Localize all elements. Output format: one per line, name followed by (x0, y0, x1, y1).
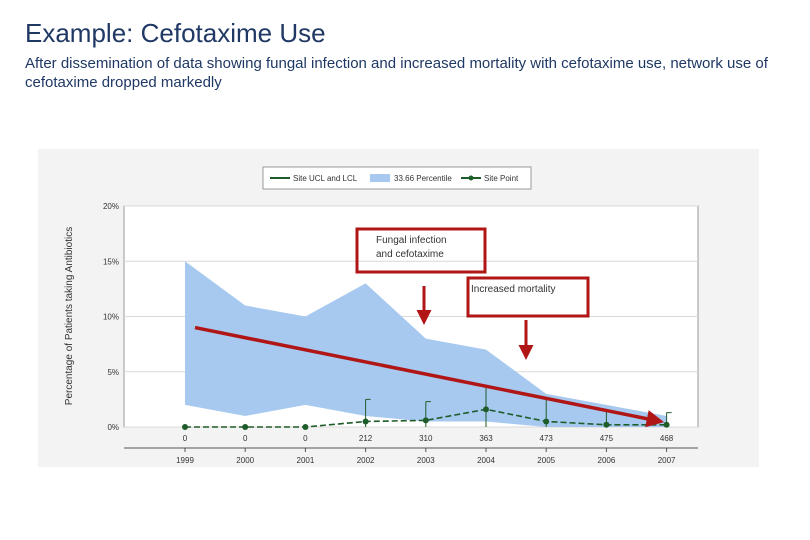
y-tick-label: 10% (103, 313, 119, 322)
site-point-marker (483, 406, 489, 413)
y-axis-label: Percentage of Patients taking Antibiotic… (64, 227, 75, 405)
n-label: 0 (303, 434, 308, 443)
site-point-marker (603, 421, 610, 428)
legend-swatch-band (370, 174, 390, 182)
n-label: 212 (359, 434, 373, 443)
legend-label: Site Point (484, 174, 519, 183)
y-tick-label: 5% (107, 368, 119, 377)
x-tick-label: 2006 (598, 456, 616, 465)
annotation-text: Increased mortality (471, 284, 555, 295)
site-point-marker (663, 421, 670, 428)
annotation-text: Fungal infection (376, 235, 447, 246)
x-tick-label: 2003 (417, 456, 435, 465)
n-label: 310 (419, 434, 433, 443)
x-tick-label: 2005 (537, 456, 555, 465)
annotation-box (466, 276, 590, 318)
site-point-marker (302, 424, 309, 430)
site-point-marker (182, 424, 188, 430)
site-point-marker (422, 417, 429, 424)
n-label: 475 (600, 434, 614, 443)
legend-label: 33.66 Percentile (394, 174, 452, 183)
percentile-band (185, 261, 667, 427)
annotation-box (355, 227, 487, 274)
x-tick-label: 2000 (236, 456, 254, 465)
site-point-marker (543, 418, 550, 425)
slide-subtitle: After dissemination of data showing fung… (25, 55, 768, 91)
x-tick-label: 2002 (357, 456, 375, 465)
slide-title: Example: Cefotaxime Use (25, 18, 326, 48)
y-tick-label: 15% (103, 257, 119, 266)
x-tick-label: 2007 (658, 456, 676, 465)
x-tick-label: 2001 (297, 456, 315, 465)
n-label: 473 (540, 434, 554, 443)
x-tick-label: 2004 (477, 456, 495, 465)
y-tick-label: 0% (107, 423, 119, 432)
n-label: 0 (183, 434, 188, 443)
site-point-marker (242, 424, 249, 430)
annotation-text: and cefotaxime (376, 249, 444, 260)
n-label: 468 (660, 434, 674, 443)
n-label: 0 (243, 434, 248, 443)
n-label: 363 (479, 434, 493, 443)
legend-box (262, 166, 532, 190)
legend-label: Site UCL and LCL (293, 174, 358, 183)
y-tick-label: 20% (103, 202, 119, 211)
legend-swatch-site-marker (468, 175, 474, 181)
x-tick-label: 1999 (176, 456, 194, 465)
site-point-marker (362, 418, 369, 425)
trend-arrow (194, 325, 665, 428)
